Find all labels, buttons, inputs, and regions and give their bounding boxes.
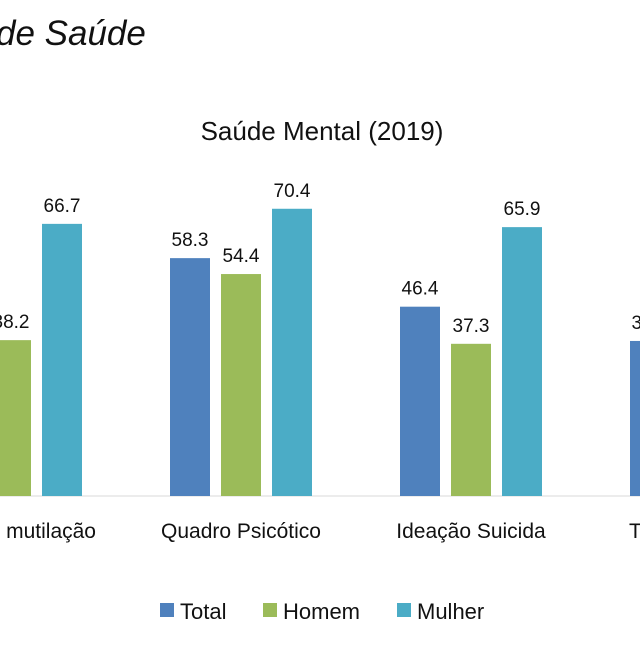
bar-mulher [42, 223, 82, 496]
category-label: T [629, 520, 640, 543]
legend-label-total: Total [180, 599, 226, 624]
legend-label-mulher: Mulher [417, 599, 484, 624]
data-label: 70.4 [274, 181, 311, 202]
bar-total [630, 340, 640, 496]
legend-swatch-total [160, 603, 174, 617]
legend-swatch-mulher [397, 603, 411, 617]
legend: Total Homem Mulher [160, 599, 484, 624]
data-label: 66.7 [44, 196, 81, 217]
bar-mulher [272, 208, 312, 496]
bar-homem [451, 343, 491, 496]
data-label: 38.0 [632, 313, 640, 334]
data-label: 46.4 [402, 279, 439, 300]
bar-mulher [502, 227, 542, 497]
page-heading: de Saúde [0, 14, 146, 53]
category-label: mutilação [6, 520, 96, 543]
data-label: 54.4 [223, 246, 260, 267]
category-label: Ideação Suicida [396, 520, 546, 543]
bar-homem [0, 340, 31, 496]
category-label: Quadro Psicótico [161, 520, 321, 543]
bar-homem [221, 274, 261, 496]
legend-label-homem: Homem [283, 599, 360, 624]
bar-total [400, 306, 440, 496]
data-label: 38.2 [0, 312, 29, 333]
legend-swatch-homem [263, 603, 277, 617]
data-label: 37.3 [453, 316, 490, 337]
data-label: 58.3 [172, 230, 209, 251]
data-label: 65.9 [504, 199, 541, 220]
chart-title: Saúde Mental (2019) [201, 116, 444, 146]
bar-total [170, 258, 210, 496]
